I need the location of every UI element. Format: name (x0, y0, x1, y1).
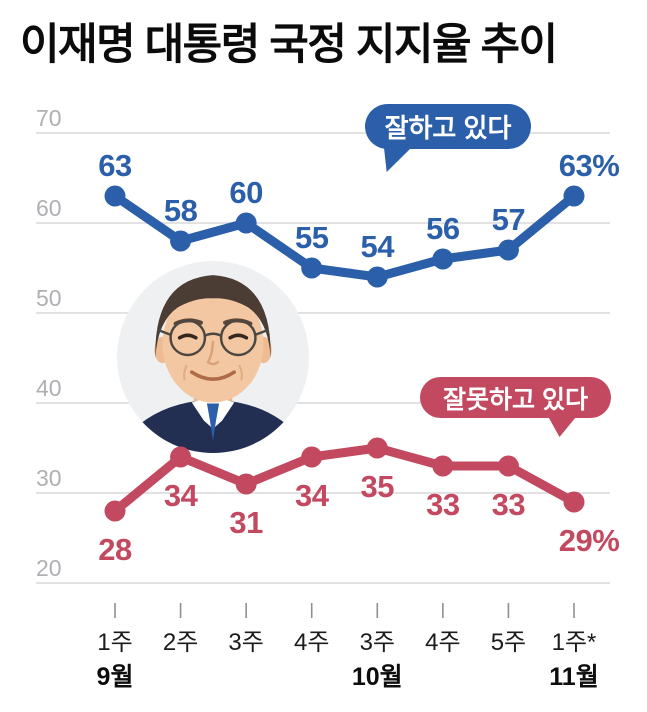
portrait-cheek-line (183, 364, 243, 381)
data-point-label: 33 (492, 487, 526, 522)
x-axis-month-label: 9월 (97, 663, 134, 691)
data-point-label: 63 (98, 148, 132, 183)
data-point-label: 63% (559, 148, 620, 183)
portrait-eye (177, 333, 198, 340)
data-point-label: 55 (295, 220, 329, 255)
data-point-dot (497, 455, 519, 477)
x-axis-week-label: 2주 (163, 629, 198, 656)
data-point-dot (170, 446, 192, 468)
y-axis-label: 20 (36, 555, 62, 581)
data-point-label: 54 (361, 229, 396, 264)
portrait-hair (155, 275, 271, 359)
president-portrait-photo (117, 261, 309, 453)
data-point-dot (366, 266, 388, 288)
data-point-dot (235, 212, 257, 234)
disapprove-callout-bubble: 잘못하고 있다 (420, 377, 611, 418)
portrait-nose (206, 340, 220, 366)
data-point-label: 57 (492, 202, 525, 237)
data-point-dot (366, 437, 388, 459)
data-point-label: 58 (164, 193, 198, 228)
x-axis-week-label: 4주 (294, 629, 329, 656)
x-axis-month-label: 10월 (352, 663, 403, 691)
data-point-label: 34 (164, 478, 199, 513)
portrait-smile (190, 370, 236, 381)
y-axis-label: 50 (36, 285, 62, 311)
x-axis-week-label: 5주 (491, 629, 526, 656)
x-axis-week-label: 1주* (552, 629, 597, 656)
data-point-dot (301, 257, 323, 279)
x-axis-week-label: 4주 (425, 629, 460, 656)
x-axis-week-label: 1주 (97, 629, 132, 656)
data-point-label: 31 (229, 505, 263, 540)
data-point-label: 34 (295, 478, 330, 513)
y-axis-label: 40 (36, 375, 62, 401)
portrait-glasses-lens (169, 319, 207, 357)
y-axis-label: 70 (36, 105, 62, 131)
data-point-label: 56 (426, 211, 460, 246)
portrait-tie (206, 403, 220, 441)
x-axis-week-label: 3주 (228, 629, 263, 656)
data-point-label: 29% (559, 523, 620, 558)
portrait-eye (228, 333, 249, 340)
data-point-dot (432, 455, 454, 477)
data-point-label: 60 (229, 175, 262, 210)
data-point-dot (563, 491, 585, 513)
y-axis-label: 60 (36, 195, 62, 221)
x-axis-month-label: 11월 (549, 663, 598, 691)
data-point-label: 35 (361, 469, 395, 504)
data-point-dot (432, 248, 454, 270)
approve-callout-bubble: 잘하고 있다 (365, 104, 531, 149)
data-point-dot (170, 230, 192, 252)
data-point-label: 28 (98, 532, 132, 567)
data-point-dot (563, 185, 585, 207)
chart-title: 이재명 대통령 국정 지지율 추이 (20, 21, 558, 69)
approve-callout-label: 잘하고 있다 (384, 113, 512, 143)
approve-line (110, 191, 579, 282)
data-point-dot (301, 446, 323, 468)
portrait-glasses-temple (156, 328, 270, 336)
portrait-illustration (117, 261, 309, 453)
data-point-dot (235, 473, 257, 495)
y-axis-label: 30 (36, 465, 62, 491)
disapprove-callout-label: 잘못하고 있다 (443, 385, 588, 414)
data-point-label: 33 (426, 487, 460, 522)
disapprove-line (110, 443, 579, 516)
data-point-dot (497, 239, 519, 261)
portrait-glasses-lens (219, 319, 257, 357)
portrait-glasses-bridge (204, 332, 222, 337)
x-axis-week-label: 3주 (360, 629, 395, 656)
data-point-dot (104, 500, 126, 522)
data-point-dot (104, 185, 126, 207)
